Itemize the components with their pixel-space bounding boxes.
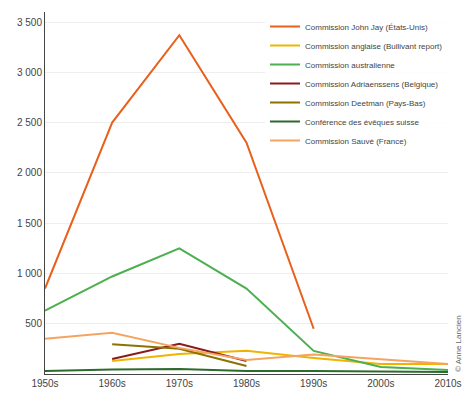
svg-text:2 000: 2 000: [17, 167, 42, 178]
svg-text:2 500: 2 500: [17, 117, 42, 128]
svg-text:Commission anglaise (Bullivant: Commission anglaise (Bullivant report): [305, 42, 442, 51]
svg-text:1960s: 1960s: [99, 378, 126, 389]
svg-text:3 500: 3 500: [17, 17, 42, 28]
svg-text:Commission australienne: Commission australienne: [305, 61, 395, 70]
svg-text:1970s: 1970s: [166, 378, 193, 389]
svg-text:3 000: 3 000: [17, 67, 42, 78]
svg-text:1980s: 1980s: [233, 378, 260, 389]
svg-text:1 000: 1 000: [17, 268, 42, 279]
svg-text:Commission Sauvé (France): Commission Sauvé (France): [305, 137, 407, 146]
svg-text:Commission Adriaenssens (Belgi: Commission Adriaenssens (Belgique): [305, 80, 438, 89]
svg-text:2000s: 2000s: [367, 378, 394, 389]
svg-text:Commission Deetman (Pays-Bas): Commission Deetman (Pays-Bas): [305, 99, 426, 108]
svg-text:Conférence des évêques suisse: Conférence des évêques suisse: [305, 118, 419, 127]
svg-text:Commission John Jay (États-Uni: Commission John Jay (États-Unis): [305, 23, 428, 32]
svg-text:500: 500: [25, 318, 42, 329]
svg-text:1950s: 1950s: [31, 378, 58, 389]
svg-text:1 500: 1 500: [17, 218, 42, 229]
svg-text:2010s: 2010s: [434, 378, 461, 389]
svg-text:© Anne Lancien: © Anne Lancien: [454, 315, 463, 372]
svg-text:1990s: 1990s: [300, 378, 327, 389]
